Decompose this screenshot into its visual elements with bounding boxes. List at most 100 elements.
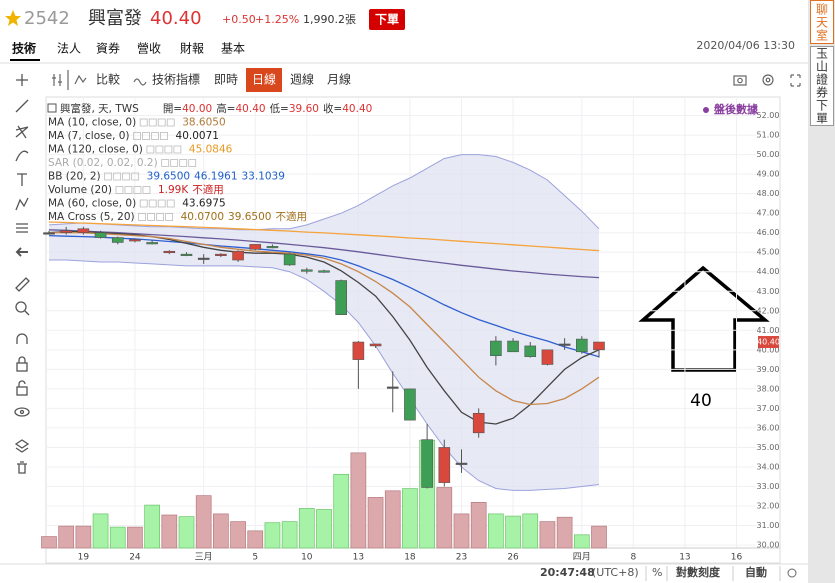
indicator-button[interactable] (139, 199, 148, 208)
toolbar-item: 日線 (252, 72, 276, 87)
indicator-button[interactable] (131, 172, 140, 181)
left-tools (14, 74, 30, 474)
zoom-tool[interactable] (24, 310, 30, 316)
bars-icon[interactable] (52, 74, 62, 86)
indicator-button[interactable] (148, 199, 157, 208)
candle-body (386, 386, 399, 389)
y-tick-label: 48.00 (757, 189, 780, 198)
volume-bar (316, 509, 332, 549)
x-tick-label: 8 (631, 553, 637, 563)
candle-body (318, 270, 330, 273)
tab: 財報 (180, 41, 204, 56)
brush-tool[interactable] (15, 150, 29, 162)
indicator-name: MA (60, close, 0) (48, 198, 136, 210)
volume-bar (470, 502, 487, 549)
indicator-button[interactable] (104, 172, 113, 181)
indicator-button[interactable] (179, 159, 188, 167)
price-change-pct: +1.25% (255, 13, 299, 26)
indicator-button[interactable] (133, 132, 141, 140)
compare-icon[interactable] (74, 74, 87, 85)
volume-bar (453, 513, 470, 549)
tab: 營收 (137, 42, 161, 56)
y-tick-label: 52.00 (757, 111, 780, 120)
chat-tab[interactable]: 聊天室 (810, 0, 834, 44)
volume-bar (384, 490, 401, 549)
indicator-button[interactable] (147, 213, 156, 221)
indicator-button[interactable] (139, 118, 148, 127)
indicator-button[interactable] (115, 186, 124, 194)
toolbar-item: 週線 (290, 72, 314, 87)
candle-body (404, 388, 416, 421)
indicator-button[interactable] (148, 118, 157, 127)
y-tick-label: 38.00 (757, 384, 780, 393)
indicator-value: 38.6050 (182, 117, 225, 129)
indicator-button[interactable] (142, 132, 150, 140)
indicator-button[interactable] (166, 199, 175, 208)
candle-body (301, 269, 313, 272)
indicator-button[interactable] (173, 145, 182, 154)
line-tool[interactable] (15, 99, 29, 113)
indicator-button[interactable] (166, 118, 175, 127)
favorite-star[interactable] (5, 10, 21, 26)
pattern-tool[interactable] (15, 197, 29, 211)
indicator-button[interactable] (124, 186, 133, 194)
indicator-button[interactable] (157, 199, 166, 208)
y-tick-label: 40.00 (757, 345, 780, 354)
candle-body (490, 340, 502, 356)
y-tick-label: 45.00 (757, 248, 780, 257)
indicator-button[interactable] (156, 213, 165, 221)
toolbar-item: 即時 (214, 73, 238, 87)
ohlc-value: 40.00 (182, 103, 212, 115)
indicator-button[interactable] (157, 118, 166, 127)
volume-bar (92, 513, 109, 549)
indicator-button[interactable] (170, 159, 179, 167)
indicator-button[interactable] (155, 145, 164, 154)
volume-bar (367, 497, 384, 549)
tab: 基本 (221, 42, 245, 56)
order-tab[interactable]: 玉山證券下單 (810, 46, 834, 126)
ohlc-label: 高= (216, 102, 235, 115)
indicator-line (49, 232, 600, 406)
indicator-value: 39.6500 (228, 211, 271, 223)
indicator-button[interactable] (151, 132, 159, 140)
text-tool[interactable] (17, 173, 27, 186)
volume-bar (298, 508, 315, 549)
volume-bar (41, 536, 57, 549)
candle-body (335, 280, 347, 315)
volume-bar (161, 514, 178, 549)
ohlc-value: 40.40 (236, 103, 266, 115)
indicator-button[interactable] (164, 145, 173, 154)
candle-body (369, 343, 382, 347)
indicator-button[interactable] (122, 172, 131, 181)
indicator-button[interactable] (133, 186, 142, 194)
indicator-button[interactable] (142, 186, 151, 194)
indicator-button[interactable] (160, 132, 168, 140)
indicator-button[interactable] (113, 172, 122, 181)
indicator-button[interactable] (146, 145, 155, 154)
back-tool[interactable] (15, 247, 28, 257)
y-tick-label: 47.00 (757, 209, 780, 218)
fib-tool[interactable] (15, 125, 29, 139)
candle-body (129, 239, 141, 242)
crosshair-tool[interactable] (16, 74, 28, 86)
forecast-tool[interactable] (16, 223, 28, 233)
settings-icon[interactable] (787, 568, 797, 578)
stock-name: 興富發 (88, 8, 142, 29)
indicator-button[interactable] (165, 213, 174, 221)
volume-bar (522, 513, 539, 549)
indicator-button[interactable] (188, 159, 197, 167)
volume-bar (402, 488, 418, 549)
y-tick-label: 46.00 (757, 228, 780, 237)
volume-bar (195, 495, 212, 549)
tab: 法人 (57, 42, 81, 56)
x-tick-label: 23 (456, 553, 467, 563)
toolbar-item: 技術指標 (152, 72, 200, 87)
candle-body (232, 250, 244, 261)
ruler-tool[interactable] (15, 277, 30, 292)
indicator-icon[interactable] (133, 78, 147, 86)
magnet-tool[interactable] (16, 333, 28, 344)
indicator-button[interactable] (138, 213, 147, 221)
y-tick-label: 30.00 (757, 541, 780, 550)
indicator-button[interactable] (161, 159, 170, 167)
order-button[interactable] (369, 9, 405, 30)
